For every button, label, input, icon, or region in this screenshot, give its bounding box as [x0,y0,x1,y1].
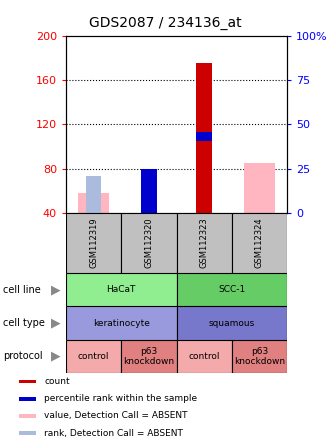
Text: SCC-1: SCC-1 [218,285,246,294]
Bar [66,306,177,340]
Text: GSM112320: GSM112320 [145,218,153,269]
Text: p63
knockdown: p63 knockdown [123,347,175,366]
Text: cell line: cell line [3,285,41,295]
Text: p63
knockdown: p63 knockdown [234,347,285,366]
Bar [66,340,121,373]
Text: GDS2087 / 234136_at: GDS2087 / 234136_at [89,16,241,30]
Bar [232,213,287,273]
Text: ▶: ▶ [51,350,61,363]
Text: ▶: ▶ [51,283,61,296]
Text: count: count [44,377,70,386]
Text: GSM112319: GSM112319 [89,218,98,269]
Text: cell type: cell type [3,318,45,328]
Text: GSM112324: GSM112324 [255,218,264,269]
Text: squamous: squamous [209,318,255,328]
Bar [196,132,213,141]
Bar [19,414,36,418]
Bar [177,273,287,306]
Bar [86,177,101,213]
Text: value, Detection Call = ABSENT: value, Detection Call = ABSENT [44,412,188,420]
Bar [177,213,232,273]
Text: rank, Detection Call = ABSENT: rank, Detection Call = ABSENT [44,428,183,438]
Text: HaCaT: HaCaT [107,285,136,294]
Text: keratinocyte: keratinocyte [93,318,150,328]
Bar [79,193,109,213]
Text: GSM112323: GSM112323 [200,218,209,269]
Bar [141,169,157,213]
Bar [121,213,177,273]
Bar [232,340,287,373]
Bar [19,431,36,435]
Bar [196,63,213,213]
Text: protocol: protocol [3,351,43,361]
Bar [121,340,177,373]
Bar [177,306,287,340]
Bar [66,213,121,273]
Text: ▶: ▶ [51,317,61,329]
Text: control: control [78,352,109,361]
Bar [177,340,232,373]
Bar [66,273,177,306]
Text: percentile rank within the sample: percentile rank within the sample [44,394,197,403]
Bar [19,380,36,384]
Bar [141,169,157,213]
Bar [19,397,36,400]
Text: control: control [188,352,220,361]
Bar [244,163,275,213]
